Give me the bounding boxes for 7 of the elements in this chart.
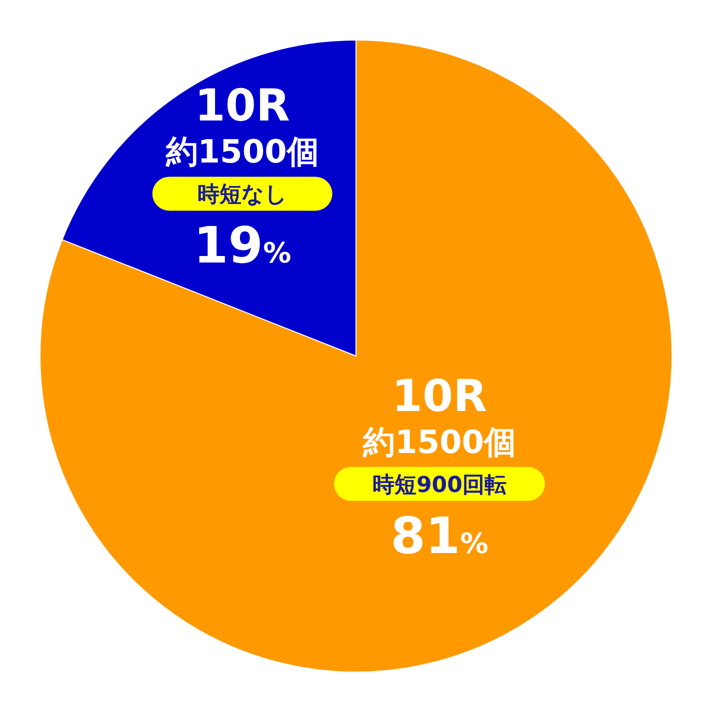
- text: 時短なし: [197, 182, 288, 208]
- text: 時短900回転: [372, 472, 506, 498]
- data-label: 81%: [390, 506, 488, 565]
- data-label: 19%: [193, 216, 292, 275]
- slice-label: 10R 約1500個: [362, 370, 516, 461]
- pie-slice: [40, 40, 672, 672]
- slice-label: 10R 約1500個: [164, 80, 319, 171]
